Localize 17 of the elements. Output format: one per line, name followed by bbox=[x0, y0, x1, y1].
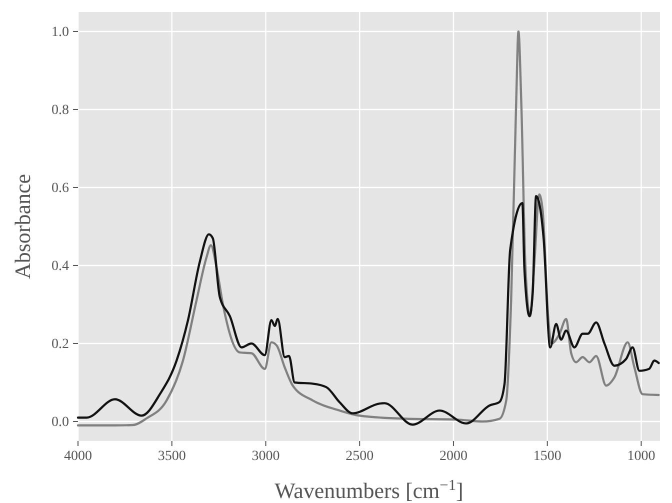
x-tick-label: 1000 bbox=[627, 448, 656, 464]
x-axis-title: Wavenumbers [cm$^{−1}$] bbox=[274, 476, 464, 503]
y-axis-title: Absorbance bbox=[10, 174, 35, 280]
line-series bbox=[76, 30, 660, 426]
y-tick-label: 0.8 bbox=[52, 102, 69, 118]
line-series bbox=[76, 194, 660, 426]
x-tick-label: 2000 bbox=[439, 448, 468, 464]
x-tick-label: 3000 bbox=[252, 448, 280, 464]
x-tick-label: 1500 bbox=[533, 448, 562, 464]
y-tick-label: 0.2 bbox=[52, 336, 69, 352]
y-tick-label: 0.4 bbox=[52, 258, 69, 274]
y-tick-label: 0.0 bbox=[52, 414, 69, 430]
x-tick-label: 3500 bbox=[158, 448, 186, 464]
x-tick-label: 4000 bbox=[64, 448, 92, 464]
x-tick-label: 2500 bbox=[346, 448, 374, 464]
y-tick-label: 1.0 bbox=[52, 24, 69, 40]
y-tick-label: 0.6 bbox=[52, 180, 69, 196]
